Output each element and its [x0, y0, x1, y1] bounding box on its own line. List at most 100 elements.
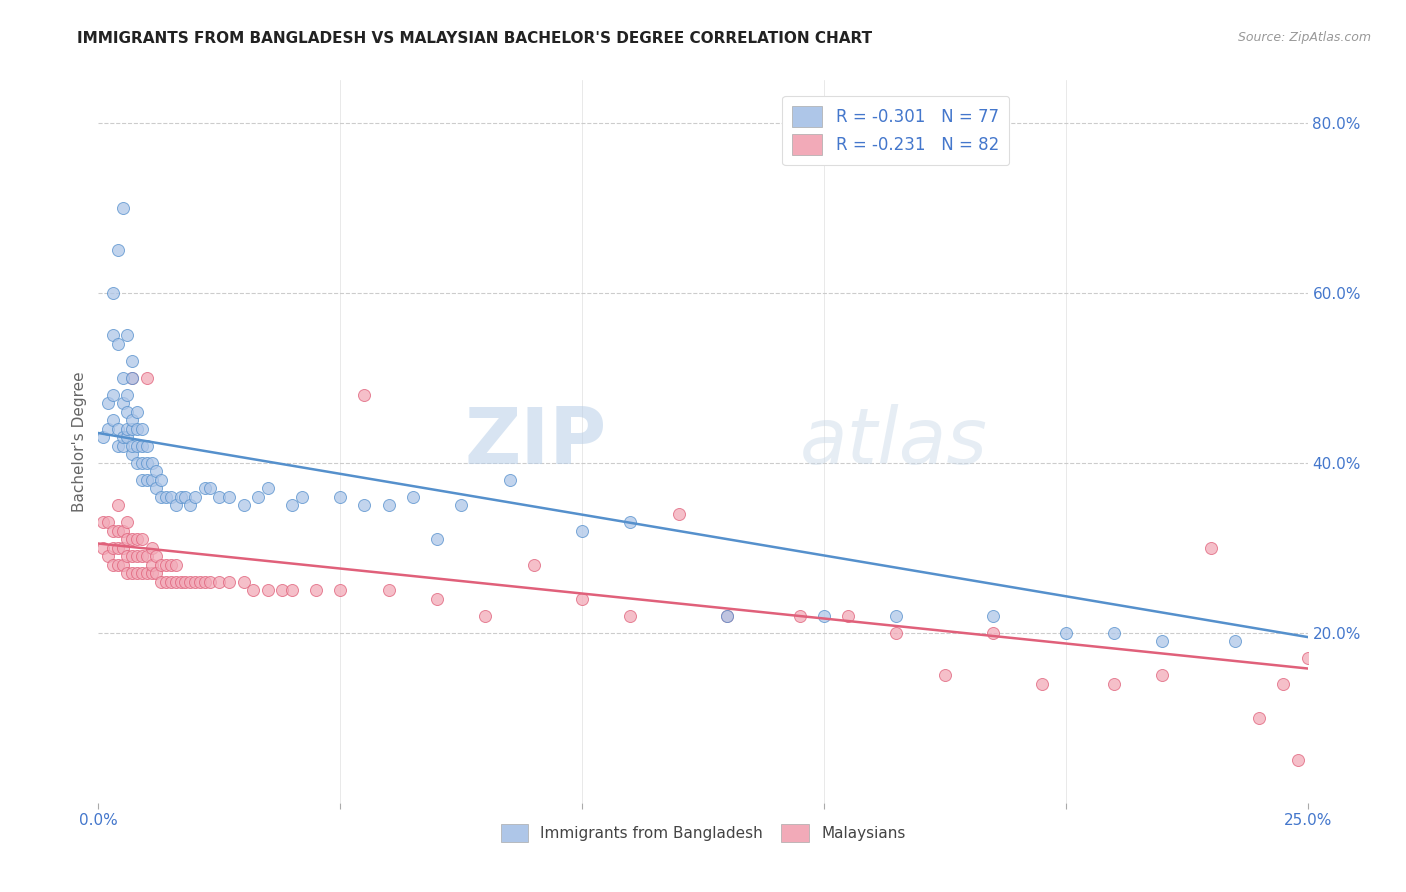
Point — [97, 422, 120, 436]
Point — [111, 541, 134, 555]
Point — [169, 490, 191, 504]
Point — [194, 481, 217, 495]
Point — [131, 439, 153, 453]
Point — [1152, 668, 1174, 682]
Point — [1102, 677, 1125, 691]
Point — [101, 285, 124, 300]
Point — [174, 574, 197, 589]
Point — [934, 668, 956, 682]
Text: IMMIGRANTS FROM BANGLADESH VS MALAYSIAN BACHELOR'S DEGREE CORRELATION CHART: IMMIGRANTS FROM BANGLADESH VS MALAYSIAN … — [77, 31, 873, 46]
Point — [101, 541, 124, 555]
Point — [256, 481, 278, 495]
Point — [1054, 625, 1077, 640]
Point — [111, 524, 134, 538]
Point — [131, 422, 153, 436]
Point — [179, 498, 201, 512]
Point — [155, 574, 177, 589]
Point — [131, 456, 153, 470]
Point — [198, 574, 221, 589]
Point — [160, 490, 183, 504]
Point — [184, 574, 207, 589]
Point — [165, 498, 187, 512]
Point — [107, 498, 129, 512]
Point — [1286, 753, 1309, 767]
Point — [101, 413, 124, 427]
Point — [121, 533, 143, 547]
Point — [886, 625, 908, 640]
Point — [242, 583, 264, 598]
Point — [117, 430, 139, 444]
Point — [402, 490, 425, 504]
Point — [111, 371, 134, 385]
Point — [1272, 677, 1295, 691]
Point — [111, 201, 134, 215]
Point — [135, 549, 157, 564]
Point — [155, 558, 177, 572]
Point — [145, 464, 167, 478]
Point — [145, 566, 167, 581]
Point — [121, 371, 143, 385]
Point — [789, 608, 811, 623]
Point — [91, 541, 114, 555]
Point — [101, 388, 124, 402]
Point — [141, 473, 163, 487]
Point — [145, 481, 167, 495]
Point — [127, 566, 149, 581]
Point — [174, 490, 197, 504]
Point — [198, 481, 221, 495]
Point — [150, 473, 173, 487]
Point — [121, 422, 143, 436]
Point — [571, 591, 593, 606]
Point — [1102, 625, 1125, 640]
Point — [450, 498, 472, 512]
Text: atlas: atlas — [800, 403, 987, 480]
Point — [121, 413, 143, 427]
Point — [886, 608, 908, 623]
Point — [256, 583, 278, 598]
Point — [141, 566, 163, 581]
Point — [160, 558, 183, 572]
Point — [1152, 634, 1174, 648]
Point — [194, 574, 217, 589]
Point — [107, 524, 129, 538]
Point — [474, 608, 496, 623]
Point — [184, 490, 207, 504]
Point — [1199, 541, 1222, 555]
Point — [155, 490, 177, 504]
Point — [117, 533, 139, 547]
Point — [165, 558, 187, 572]
Point — [135, 473, 157, 487]
Point — [232, 498, 254, 512]
Point — [208, 490, 231, 504]
Point — [141, 541, 163, 555]
Point — [281, 498, 304, 512]
Point — [117, 566, 139, 581]
Point — [97, 396, 120, 410]
Point — [377, 498, 399, 512]
Point — [117, 388, 139, 402]
Point — [150, 574, 173, 589]
Point — [218, 490, 240, 504]
Point — [127, 456, 149, 470]
Point — [127, 422, 149, 436]
Point — [145, 549, 167, 564]
Point — [179, 574, 201, 589]
Point — [150, 490, 173, 504]
Point — [426, 591, 449, 606]
Point — [121, 447, 143, 461]
Point — [107, 558, 129, 572]
Point — [141, 456, 163, 470]
Point — [668, 507, 690, 521]
Point — [981, 625, 1004, 640]
Point — [127, 549, 149, 564]
Point — [127, 439, 149, 453]
Point — [111, 558, 134, 572]
Point — [329, 583, 352, 598]
Point — [1296, 651, 1319, 665]
Point — [117, 516, 139, 530]
Point — [426, 533, 449, 547]
Point — [131, 533, 153, 547]
Point — [111, 430, 134, 444]
Point — [169, 574, 191, 589]
Point — [101, 558, 124, 572]
